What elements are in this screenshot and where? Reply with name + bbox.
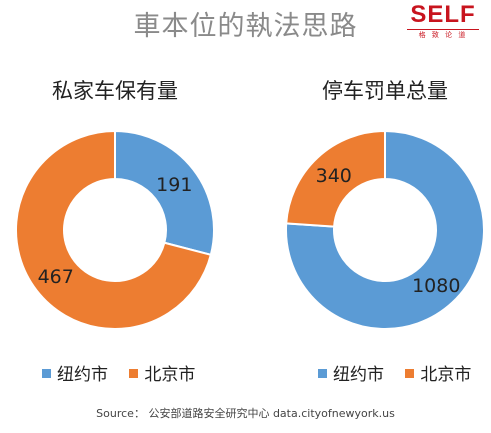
donut-slice-nyc — [285, 129, 485, 330]
data-label-nyc: 1080 — [412, 275, 460, 297]
legend-label-nyc: 纽约市 — [57, 365, 108, 385]
logo-subtitle: 格 致 论 道 — [407, 29, 479, 40]
donut-chart-parking-tickets: 1080 340 — [285, 129, 485, 330]
donut-slice-beijing — [285, 129, 386, 228]
legend-item-beijing: 北京市 — [129, 360, 195, 385]
legend-parking-tickets: 纽约市 北京市 — [318, 360, 487, 385]
legend-swatch-beijing — [129, 369, 139, 378]
chart-title-car-ownership: 私家车保有量 — [52, 79, 178, 103]
donut-chart-car-ownership: 191 467 — [15, 129, 215, 330]
legend-item-beijing: 北京市 — [405, 360, 471, 385]
chart-title-parking-tickets: 停车罚单总量 — [322, 79, 448, 103]
source-note: Source： 公安部道路安全研究中心 data.cityofnewyork.u… — [96, 407, 395, 420]
data-label-nyc: 191 — [156, 174, 192, 196]
legend-label-nyc: 纽约市 — [333, 365, 384, 385]
page-title: 車本位的執法思路 — [133, 11, 358, 42]
legend-swatch-nyc — [42, 369, 51, 378]
legend-car-ownership: 纽约市 北京市 — [42, 360, 211, 385]
legend-label-beijing: 北京市 — [420, 365, 472, 385]
donut-slice-beijing — [15, 129, 213, 330]
legend-item-nyc: 纽约市 — [318, 360, 384, 385]
data-label-beijing: 340 — [316, 165, 352, 187]
data-label-beijing: 467 — [38, 266, 74, 288]
self-logo: SELF 格 致 论 道 — [407, 2, 479, 40]
legend-item-nyc: 纽约市 — [42, 360, 108, 385]
legend-label-beijing: 北京市 — [144, 365, 196, 385]
legend-swatch-beijing — [405, 369, 415, 378]
legend-swatch-nyc — [318, 369, 327, 378]
logo-wordmark: SELF — [410, 1, 476, 28]
donut-slice-nyc — [114, 129, 215, 257]
